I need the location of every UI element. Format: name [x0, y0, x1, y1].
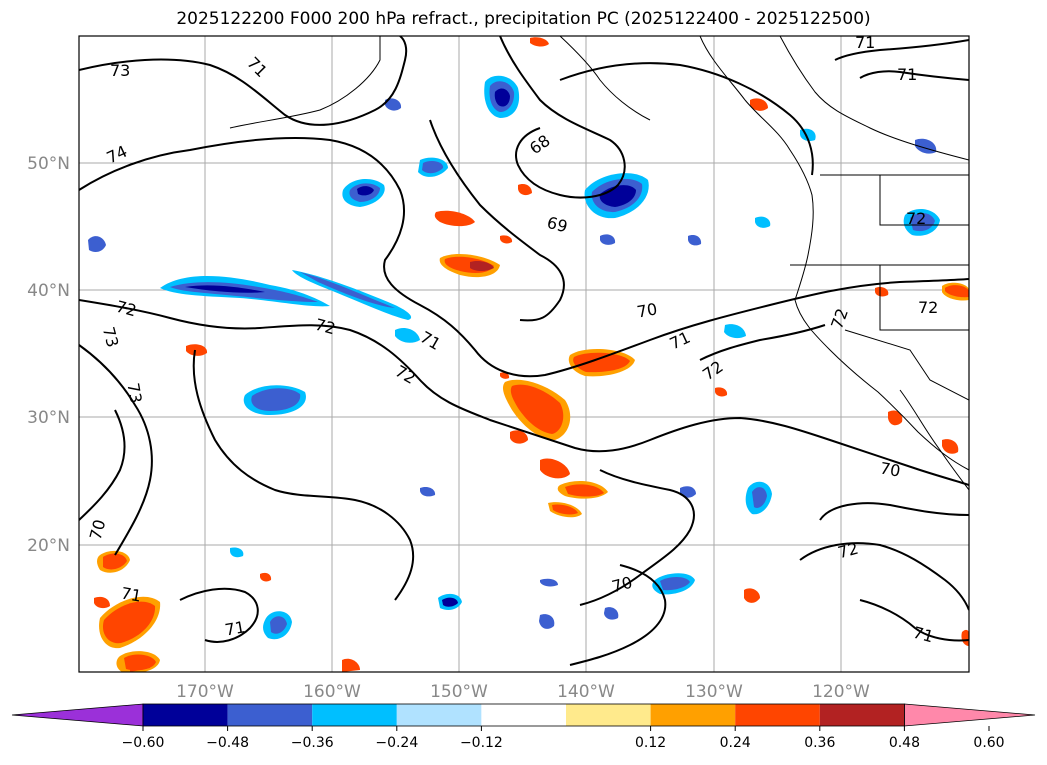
- contour-label: 72: [906, 209, 926, 228]
- colorbar-segment: [566, 704, 651, 726]
- contour-label: 71: [223, 617, 246, 639]
- lat-label-20n: 20°N: [27, 536, 70, 556]
- contour-label: 73: [99, 325, 123, 350]
- lat-label-40n: 40°N: [27, 281, 70, 301]
- colorbar-tick-label: 0.48: [889, 735, 920, 751]
- colorbar-segment: [227, 704, 313, 726]
- contour-label: 71: [897, 65, 917, 84]
- colorbar-tick-label: 0.12: [635, 735, 666, 751]
- lon-label-120w: 120°W: [812, 682, 870, 702]
- contour-label: 70: [635, 299, 658, 321]
- colorbar-tick-label: −0.12: [460, 735, 503, 751]
- contour-label: 71: [855, 33, 875, 52]
- colorbar-segment: [396, 704, 482, 726]
- contour-label: 70: [86, 517, 110, 542]
- colorbar-frame: [142, 703, 905, 727]
- contour-label: 72: [918, 298, 938, 317]
- colorbar-segment: [735, 704, 820, 726]
- colorbar-tick-label: −0.60: [122, 735, 165, 751]
- lon-label-140w: 140°W: [557, 682, 615, 702]
- page-title: 2025122200 F000 200 hPa refract., precip…: [176, 9, 871, 29]
- map-frame: [78, 35, 970, 673]
- colorbar-tick-label: 0.36: [804, 735, 835, 751]
- colorbar-segment: [650, 704, 736, 726]
- map-area: [79, 36, 969, 672]
- contour-label: 73: [123, 381, 145, 404]
- precip-negative-patches: [88, 75, 940, 640]
- contour-label: 71: [911, 623, 936, 647]
- lon-label-130w: 130°W: [685, 682, 743, 702]
- colorbar-tick-label: −0.24: [375, 735, 418, 751]
- colorbar-segment: [819, 704, 905, 726]
- colorbar-extend-high: [904, 703, 1036, 727]
- contour-label: 70: [879, 458, 902, 480]
- colorbar-tick-label: 0.24: [720, 735, 751, 751]
- colorbar-ticks: −0.60 −0.48 −0.36 −0.24 −0.12 0.12 0.24 0.36 0.4…: [122, 726, 1005, 751]
- lon-label-170w: 170°W: [176, 682, 234, 702]
- lat-label-30n: 30°N: [27, 408, 70, 428]
- colorbar-segment: [481, 704, 566, 726]
- coastlines: [229, 36, 969, 491]
- colorbar-segment: [143, 704, 228, 726]
- contour-label: 72: [836, 539, 861, 563]
- lon-label-150w: 150°W: [430, 682, 488, 702]
- latitude-labels: 50°N 40°N 30°N 20°N: [27, 154, 70, 556]
- precip-positive-patches: [94, 37, 969, 672]
- lat-label-50n: 50°N: [27, 154, 70, 174]
- contour-label: 72: [114, 297, 139, 321]
- contour-label: 73: [110, 61, 130, 80]
- refractivity-contours: [79, 36, 969, 666]
- contour-label: 72: [313, 315, 338, 339]
- colorbar-tick-label: −0.48: [206, 735, 249, 751]
- contour-label: 70: [610, 573, 635, 597]
- colorbar-segment: [312, 704, 397, 726]
- colorbar-extend-low: [11, 703, 144, 727]
- longitude-labels: 170°W 160°W 150°W 140°W 130°W 120°W: [176, 682, 870, 702]
- colorbar: [11, 703, 1036, 727]
- contour-label: 69: [545, 213, 570, 237]
- colorbar-tick-label: 0.60: [973, 735, 1004, 751]
- lon-label-160w: 160°W: [303, 682, 361, 702]
- colorbar-tick-label: −0.36: [291, 735, 334, 751]
- contour-label: 71: [120, 583, 143, 605]
